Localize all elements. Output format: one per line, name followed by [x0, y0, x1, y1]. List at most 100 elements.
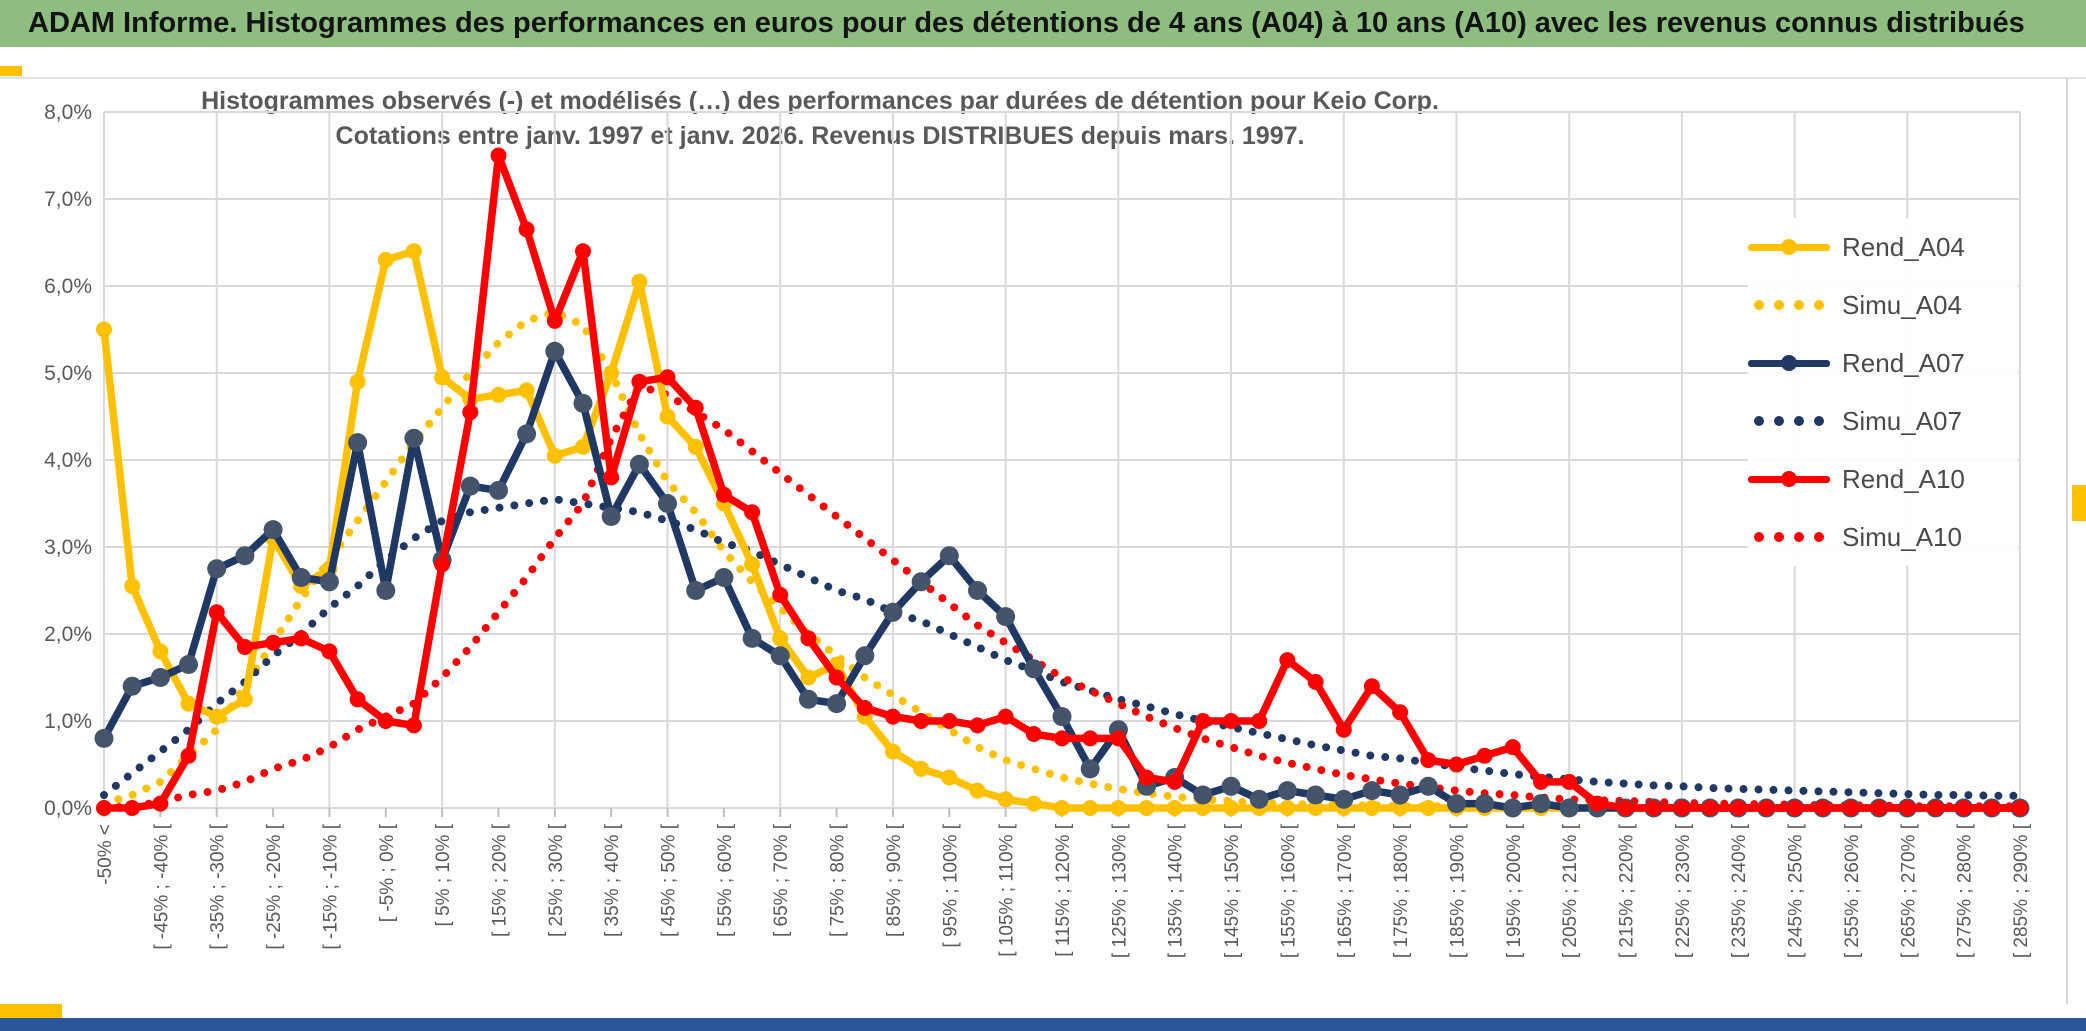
marker-Rend_A04: [744, 556, 761, 573]
window-status-bar: [0, 1018, 2086, 1031]
legend-line-sample-icon: [1748, 354, 1830, 371]
legend-item-Rend_A07[interactable]: Rend_A07: [1748, 334, 2018, 392]
marker-Rend_A07: [1052, 707, 1072, 727]
legend-label: Rend_A04: [1842, 231, 1965, 262]
app-header-banner: ADAM Informe. Histogrammes des performan…: [0, 0, 2086, 47]
series-Simu_A07[interactable]: [100, 495, 2024, 800]
scrollbar-thumb[interactable]: [2072, 485, 2086, 521]
marker-Rend_A10: [124, 800, 141, 816]
marker-Rend_A10: [1082, 730, 1099, 747]
marker-Rend_A10: [1110, 730, 1127, 747]
x-axis-label: [ 185% ; 190% [: [1447, 823, 1468, 958]
chart-title-line2: Cotations entre janv. 1997 et janv. 2026…: [335, 122, 1305, 150]
legend-line-sample-icon: [1748, 238, 1830, 255]
marker-Rend_A04: [96, 321, 112, 338]
marker-Rend_A10: [349, 691, 366, 708]
x-axis-label: [ 275% ; 280% [: [1955, 823, 1976, 958]
series-Simu_A04[interactable]: [100, 307, 2024, 812]
marker-Rend_A07: [94, 728, 114, 748]
y-axis-label: 7,0%: [44, 188, 92, 211]
scrollbar-track[interactable]: [2066, 78, 2068, 1004]
marker-Rend_A10: [1448, 756, 1465, 773]
series-Simu_A10[interactable]: [100, 381, 2024, 812]
legend-label: Rend_A07: [1842, 347, 1965, 378]
marker-Rend_A10: [1420, 752, 1437, 769]
chart-legend: Rend_A04 Simu_A04 Rend_A07 Simu_A07 Rend_A10…: [1748, 218, 2018, 566]
marker-Rend_A04: [236, 691, 253, 708]
x-axis-label: [ 285% ; 290% [: [2011, 823, 2032, 958]
y-axis-label: 3,0%: [44, 536, 92, 559]
x-axis-label: [ 215% ; 220% [: [1617, 823, 1638, 958]
legend-line-sample-icon: [1748, 470, 1830, 487]
marker-Rend_A07: [1447, 794, 1466, 814]
marker-Rend_A04: [884, 743, 901, 760]
marker-Rend_A07: [827, 694, 847, 714]
legend-item-Rend_A04[interactable]: Rend_A04: [1748, 218, 2018, 276]
marker-Rend_A04: [772, 630, 789, 647]
gold-accent-strip-bottom: [0, 1004, 62, 1018]
x-axis-label: [ 205% ; 210% [: [1560, 823, 1581, 958]
legend-item-Simu_A10[interactable]: Simu_A10: [1748, 508, 2018, 566]
marker-Rend_A07: [573, 393, 593, 413]
marker-Rend_A04: [1363, 800, 1380, 816]
marker-Rend_A07: [460, 476, 480, 496]
marker-Rend_A10: [490, 147, 507, 164]
marker-Rend_A07: [798, 689, 818, 709]
marker-Rend_A07: [1503, 798, 1523, 818]
marker-Rend_A07: [348, 433, 368, 453]
marker-Rend_A10: [1279, 652, 1296, 669]
legend-item-Rend_A10[interactable]: Rend_A10: [1748, 450, 2018, 508]
marker-Rend_A10: [1476, 747, 1493, 764]
marker-Rend_A10: [265, 634, 282, 651]
marker-Rend_A07: [1362, 781, 1382, 801]
marker-Rend_A07: [1418, 776, 1438, 796]
marker-Rend_A10: [1363, 678, 1380, 695]
gold-accent-strip-top: [0, 66, 22, 76]
marker-Rend_A10: [321, 643, 338, 660]
marker-Rend_A07: [996, 607, 1016, 627]
y-axis-label: 5,0%: [44, 362, 92, 385]
marker-Rend_A10: [208, 604, 225, 621]
marker-Rend_A04: [1025, 795, 1042, 812]
marker-Rend_A10: [1842, 800, 1859, 816]
marker-Rend_A10: [1899, 800, 1916, 816]
legend-label: Simu_A07: [1842, 405, 1962, 436]
marker-Rend_A04: [1138, 800, 1155, 816]
marker-Rend_A04: [208, 708, 225, 725]
marker-Rend_A04: [575, 438, 591, 455]
marker-Rend_A04: [603, 365, 620, 381]
marker-Rend_A10: [1307, 673, 1324, 690]
legend-item-Simu_A04[interactable]: Simu_A04: [1748, 276, 2018, 334]
marker-Rend_A04: [377, 251, 394, 268]
marker-Rend_A07: [150, 668, 170, 687]
marker-Rend_A10: [687, 399, 704, 416]
marker-Rend_A10: [744, 504, 761, 521]
x-axis-label: [ 225% ; 230% [: [1673, 823, 1694, 958]
y-axis-label: 1,0%: [44, 710, 92, 733]
legend-item-Simu_A07[interactable]: Simu_A07: [1748, 392, 2018, 450]
marker-Rend_A10: [405, 717, 422, 734]
marker-Rend_A04: [180, 695, 197, 712]
chart-title-line1: Histogrammes observés (-) et modélisés (…: [201, 87, 1439, 115]
marker-Rend_A07: [319, 572, 339, 592]
marker-Rend_A07: [714, 568, 734, 587]
marker-Rend_A10: [1955, 800, 1972, 816]
marker-Rend_A07: [1024, 659, 1044, 679]
marker-Rend_A10: [772, 586, 789, 603]
x-axis-label: [ 25% ; 30% [: [546, 823, 567, 937]
marker-Rend_A10: [913, 713, 930, 729]
marker-Rend_A04: [490, 386, 507, 403]
marker-Rend_A10: [1758, 800, 1775, 816]
marker-Rend_A04: [546, 447, 563, 464]
marker-Rend_A04: [1082, 800, 1099, 816]
marker-Rend_A10: [941, 713, 958, 729]
marker-Rend_A10: [1054, 730, 1070, 747]
marker-Rend_A10: [631, 373, 648, 390]
marker-Rend_A10: [1983, 800, 2000, 816]
marker-Rend_A07: [629, 454, 649, 474]
marker-Rend_A04: [659, 408, 676, 425]
marker-Rend_A04: [1420, 800, 1437, 816]
x-axis-label: [ 155% ; 160% [: [1278, 823, 1299, 958]
marker-Rend_A04: [1194, 800, 1211, 816]
